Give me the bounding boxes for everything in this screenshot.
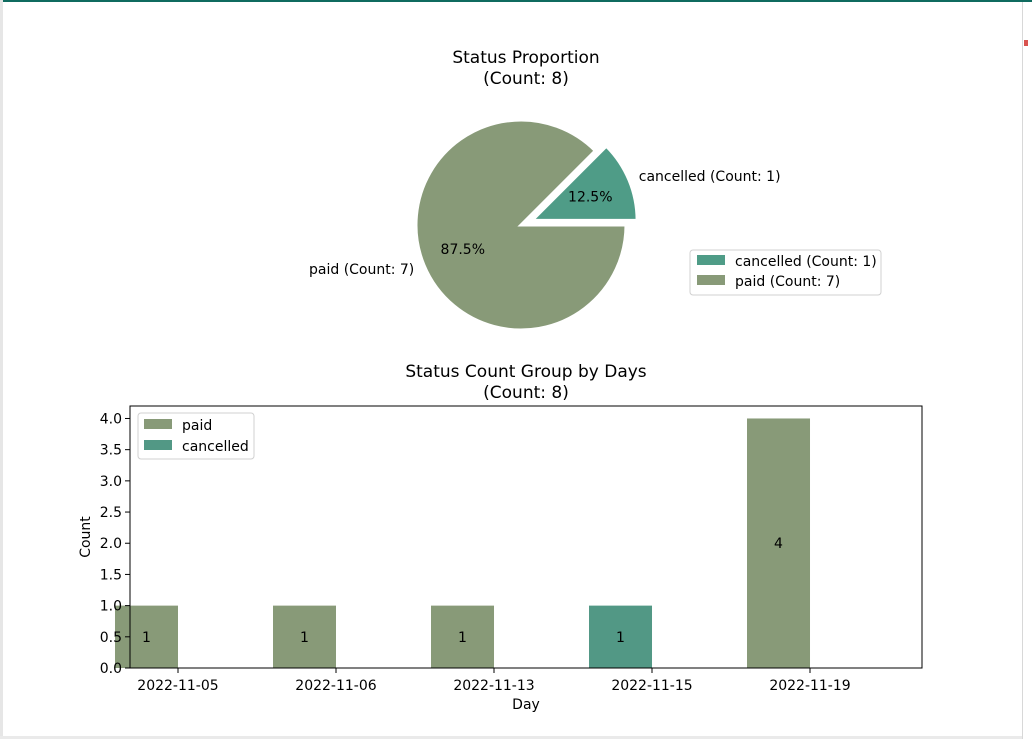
- bar-paid-2022-11-13: [431, 605, 495, 668]
- bar-chart-y-ticks: 0.0 0.5 1.0 1.5 2.0 2.5 3.0 3.5 4.0: [100, 411, 130, 677]
- pie-legend-label-cancelled: cancelled (Count: 1): [735, 254, 877, 270]
- pie-chart-subtitle: (Count: 8): [483, 69, 569, 89]
- y-tick-label: 4.0: [100, 411, 122, 427]
- bar-chart-legend: paid cancelled: [137, 412, 255, 460]
- bar-data-label-cancelled-2022-11-15: 1: [616, 630, 625, 646]
- y-tick-label: 1.0: [100, 599, 122, 615]
- bar-chart-x-axis-label: Day: [512, 697, 540, 713]
- bar-data-label-paid-2022-11-06: 1: [300, 630, 309, 646]
- bar-chart-plot-frame: [129, 405, 923, 669]
- bar-chart-title: Status Count Group by Days: [405, 362, 646, 382]
- y-tick-label: 0.5: [100, 630, 122, 646]
- bar-data-label-paid-2022-11-19: 4: [774, 536, 783, 552]
- pie-slices: [414, 118, 639, 332]
- pie-legend: cancelled (Count: 1) paid (Count: 7): [689, 249, 882, 296]
- pie-chart: Status Proportion (Count: 8) 12.5% cancel…: [309, 48, 882, 332]
- pie-outer-label-cancelled: cancelled (Count: 1): [639, 169, 781, 185]
- bar-chart-subtitle: (Count: 8): [483, 383, 569, 403]
- bar-chart-data-labels: 1 1 1 1 4: [142, 536, 783, 646]
- pie-legend-swatch-cancelled: [697, 255, 725, 265]
- pie-slice-paid: [414, 118, 628, 332]
- bar-chart-y-axis-label: Count: [78, 516, 94, 558]
- gutter-marker: [1024, 40, 1028, 46]
- y-tick-label: 2.0: [100, 536, 122, 552]
- window-top-border: [0, 0, 1032, 2]
- bar-chart-x-ticks: 2022-11-05 2022-11-06 2022-11-13 2022-11-15…: [137, 668, 851, 694]
- x-tick-label: 2022-11-15: [611, 678, 692, 694]
- bar-data-label-paid-2022-11-05: 1: [142, 630, 151, 646]
- x-tick-label: 2022-11-19: [769, 678, 850, 694]
- pie-pct-label-cancelled: 12.5%: [568, 189, 612, 205]
- y-tick-label: 3.0: [100, 474, 122, 490]
- pie-legend-label-paid: paid (Count: 7): [735, 274, 840, 290]
- bar-paid-2022-11-19: [747, 418, 811, 668]
- pie-outer-label-paid: paid (Count: 7): [309, 262, 414, 278]
- y-tick-label: 1.5: [100, 567, 122, 583]
- x-tick-label: 2022-11-06: [295, 678, 376, 694]
- x-tick-label: 2022-11-13: [453, 678, 534, 694]
- pie-pct-label-paid: 87.5%: [441, 242, 485, 258]
- y-tick-label: 2.5: [100, 505, 122, 521]
- y-tick-label: 3.5: [100, 443, 122, 459]
- y-tick-label: 0.0: [100, 661, 122, 677]
- bar-paid-2022-11-06: [272, 605, 336, 668]
- pie-legend-frame: [689, 249, 882, 296]
- bar-data-label-paid-2022-11-13: 1: [458, 630, 467, 646]
- bar-cancelled-2022-11-15: [589, 605, 653, 668]
- bar-legend-label-cancelled: cancelled: [182, 439, 249, 455]
- pie-labels: 12.5% cancelled (Count: 1) 87.5% paid (Coun…: [309, 169, 781, 278]
- window-bottom-border: [0, 736, 1022, 739]
- bar-legend-label-paid: paid: [182, 418, 212, 434]
- pie-legend-swatch-paid: [697, 275, 725, 285]
- pie-chart-title: Status Proportion: [452, 48, 599, 68]
- window-right-gutter: [1022, 2, 1032, 739]
- bar-legend-swatch-paid: [144, 419, 172, 429]
- bar-legend-swatch-cancelled: [144, 440, 172, 450]
- x-tick-label: 2022-11-05: [137, 678, 218, 694]
- window-left-border: [0, 0, 3, 739]
- pie-slice-cancelled: [528, 144, 639, 222]
